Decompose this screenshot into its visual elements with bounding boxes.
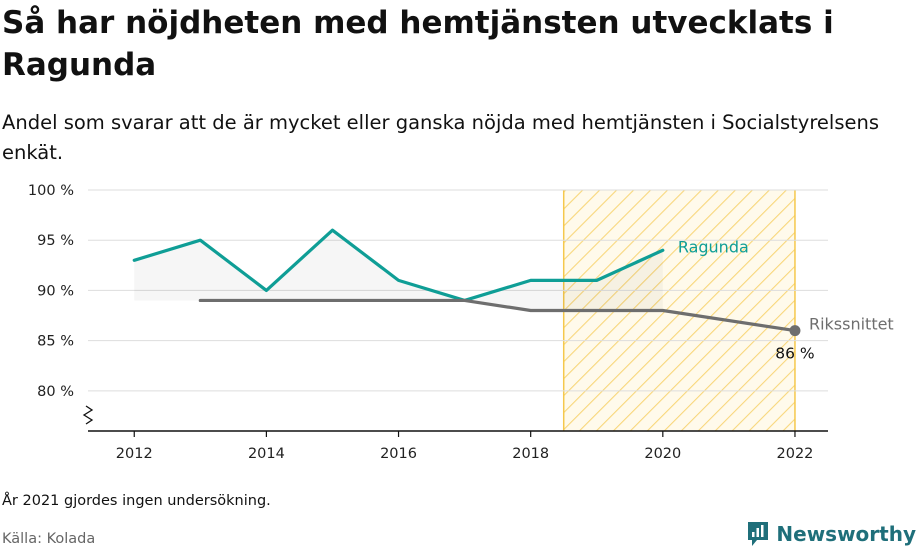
y-tick-label: 100 % bbox=[28, 183, 74, 199]
x-tick-label: 2020 bbox=[644, 446, 681, 462]
y-tick-label: 85 % bbox=[37, 334, 74, 350]
x-tick-label: 2012 bbox=[116, 446, 153, 462]
y-tick-label: 90 % bbox=[37, 283, 74, 299]
end-point-marker bbox=[789, 325, 801, 337]
series-label-rikssnittet: Rikssnittet bbox=[809, 315, 894, 334]
x-tick-label: 2018 bbox=[512, 446, 549, 462]
brand-logo: Newsworthy bbox=[746, 520, 916, 548]
axis-break-icon bbox=[82, 405, 94, 425]
series-line-rikssnittet bbox=[198, 298, 797, 333]
series-line-ragunda bbox=[132, 228, 665, 303]
source-label: Källa: Kolada bbox=[2, 531, 96, 547]
x-tick-label: 2014 bbox=[248, 446, 285, 462]
x-tick-label: 2016 bbox=[380, 446, 417, 462]
newsworthy-logo-icon bbox=[748, 522, 769, 546]
chart-subtitle: Andel som svarar att de är mycket eller … bbox=[2, 111, 880, 164]
end-value-label: 86 % bbox=[775, 345, 814, 363]
line-chart: 80 % 85 % 90 % 95 % 100 % 2012 2014 2016 2018 202… bbox=[28, 183, 894, 462]
brand-name: Newsworthy bbox=[776, 522, 916, 546]
footnote: År 2021 gjordes ingen undersökning. bbox=[2, 493, 271, 509]
y-tick-label: 95 % bbox=[37, 233, 74, 249]
y-tick-label: 80 % bbox=[37, 384, 74, 400]
x-tick-label: 2022 bbox=[777, 446, 814, 462]
chart-title: Så har nöjdheten med hemtjänsten utveckl… bbox=[2, 5, 834, 83]
series-label-ragunda: Ragunda bbox=[678, 237, 749, 256]
